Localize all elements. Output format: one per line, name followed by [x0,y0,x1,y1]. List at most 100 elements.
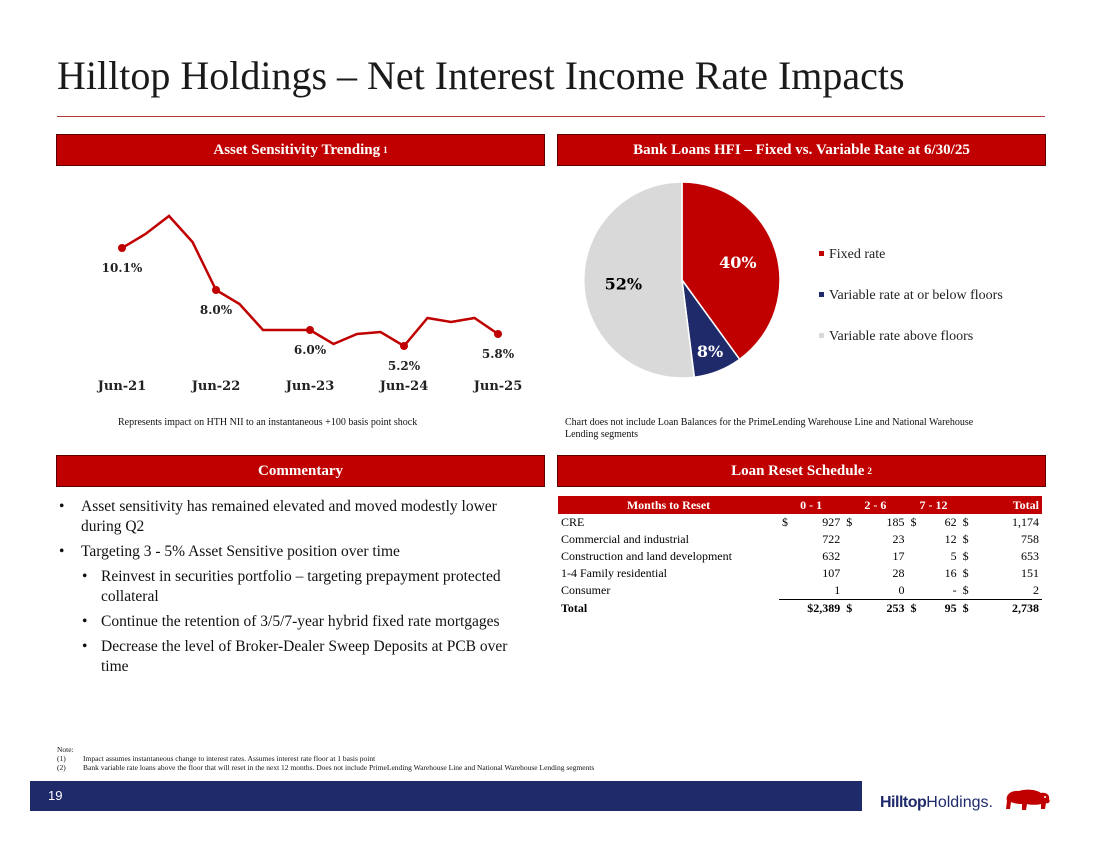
loan-reset-banner-label: Loan Reset Schedule [731,462,865,479]
loan-reset-banner: Loan Reset Schedule 2 [557,455,1046,487]
currency-sign [907,531,923,548]
total-7-12: 95 [923,599,960,617]
cell-7-12: 12 [944,532,957,546]
table-row: Commercial and industrial 722 23 12 $ 75… [558,531,1042,548]
commentary-item: Asset sensitivity has remained elevated … [57,497,517,537]
bank-loans-pie-chart: 40% 8% 52% Fixed rate Variable rate at or be… [583,181,1003,379]
cell-0-1: 927 [822,515,841,529]
header-months-to-reset: Months to Reset [558,496,779,514]
cell-7-12: - [952,583,957,597]
legend-swatch [819,292,824,297]
slice-label: 52% [605,275,642,294]
footnotes: Note: (1) Impact assumes instantaneous ch… [57,745,594,772]
currency-sign: $ [962,515,969,529]
footnote-1: (1) Impact assumes instantaneous change t… [57,754,594,763]
cell-0-1: 1 [834,583,841,597]
currency-sign: $ [846,515,853,529]
header-2-6: 2 - 6 [843,496,908,514]
footnote-2-text: Bank variable rate loans above the floor… [83,763,595,772]
commentary-list: Asset sensitivity has remained elevated … [57,497,517,682]
total-0-1: $2,389 [779,599,844,617]
currency-sign: $ [962,532,969,546]
data-point [118,244,126,252]
currency-sign: $ [910,515,917,529]
slice-label: 8% [697,342,723,361]
currency-sign [907,548,923,565]
data-point [494,330,502,338]
loan-reset-table: Months to Reset 0 - 1 2 - 6 7 - 12 Total… [558,496,1042,617]
cell-total: 758 [1021,532,1039,546]
data-point [212,286,220,294]
cell-total: 2 [1033,583,1039,597]
currency-sign [779,531,795,548]
currency-sign: $ [959,599,976,617]
commentary-subitem: Reinvest in securities portfolio – targe… [57,567,517,607]
table-header-row: Months to Reset 0 - 1 2 - 6 7 - 12 Total [558,496,1042,514]
cell-2-6: 28 [892,566,905,580]
cell-0-1: 107 [822,566,841,580]
header-total: Total [959,496,1042,514]
line-chart-caption: Represents impact on HTH NII to an insta… [118,417,418,428]
footnote-2: (2) Bank variable rate loans above the fl… [57,763,594,772]
footnote-1-text: Impact assumes instantaneous change to i… [83,754,376,763]
table-row: 1-4 Family residential 107 28 16 $ 151 [558,565,1042,582]
commentary-item: Targeting 3 - 5% Asset Sensitive positio… [57,542,517,562]
total-label: Total [561,600,588,615]
legend-swatch [819,251,824,256]
row-label: Consumer [561,583,611,598]
table-total-row: Total $2,389 $ 253 $ 95 $ 2,738 [558,599,1042,617]
footnote-ref-1: 1 [383,145,388,155]
currency-sign [843,531,859,548]
footnote-ref-2: 2 [867,466,872,476]
x-tick-label: Jun-25 [473,379,523,394]
logo-text-rest: Holdings. [926,794,993,811]
total-2-6: 253 [859,599,908,617]
data-label: 5.8% [482,347,515,361]
row-label: CRE [561,515,585,529]
title-divider [57,116,1045,117]
currency-sign [779,565,795,582]
cell-7-12: 16 [944,566,957,580]
currency-sign [843,582,859,600]
cell-7-12: 5 [950,549,957,563]
currency-sign: $ [962,566,969,580]
currency-sign: $ [962,583,969,597]
asset-sensitivity-banner: Asset Sensitivity Trending 1 [56,134,545,166]
footer-bar [30,781,862,811]
data-label: 5.2% [388,359,421,373]
currency-sign [843,548,859,565]
data-point [400,342,408,350]
footnote-2-number: (2) [57,763,66,772]
table-row: Consumer 1 0 - $ 2 [558,582,1042,600]
x-tick-label: Jun-23 [285,379,335,394]
commentary-subitem: Continue the retention of 3/5/7-year hyb… [57,612,517,632]
bison-icon [1006,789,1051,810]
page-number: 19 [48,788,63,803]
currency-sign [843,565,859,582]
legend-label: Fixed rate [829,247,885,262]
pie-slice [583,181,696,379]
currency-sign [779,582,795,600]
cell-7-12: 62 [944,515,957,529]
data-label: 8.0% [200,303,233,317]
cell-total: 151 [1021,566,1039,580]
x-tick-label: Jun-24 [379,379,429,394]
row-label: Commercial and industrial [561,532,689,546]
bank-loans-banner: Bank Loans HFI – Fixed vs. Variable Rate… [557,134,1046,166]
cell-total: 1,174 [1012,515,1039,529]
hilltop-logo: HilltopHoldings. [880,787,1053,813]
asset-sensitivity-line-chart: 10.1% 8.0% 6.0% 5.2% 5.8% Jun-21 Jun-22 Jun-23 J… [97,214,523,394]
page-title: Hilltop Holdings – Net Interest Income R… [57,53,905,98]
cell-2-6: 17 [892,549,905,563]
commentary-subitem: Decrease the level of Broker-Dealer Swee… [57,637,517,677]
cell-0-1: 722 [822,532,841,546]
currency-sign: $ [843,599,860,617]
logo-text-strong: Hilltop [880,794,927,811]
pie-slice [681,181,781,361]
footnote-1-number: (1) [57,754,66,763]
table-row: CRE $ 927 $ 185 $ 62 $ 1,174 [558,514,1042,531]
x-tick-label: Jun-22 [191,379,241,394]
pie-chart-caption: Chart does not include Loan Balances for… [565,417,974,440]
cell-0-1: 632 [822,549,841,563]
currency-sign [907,582,923,600]
